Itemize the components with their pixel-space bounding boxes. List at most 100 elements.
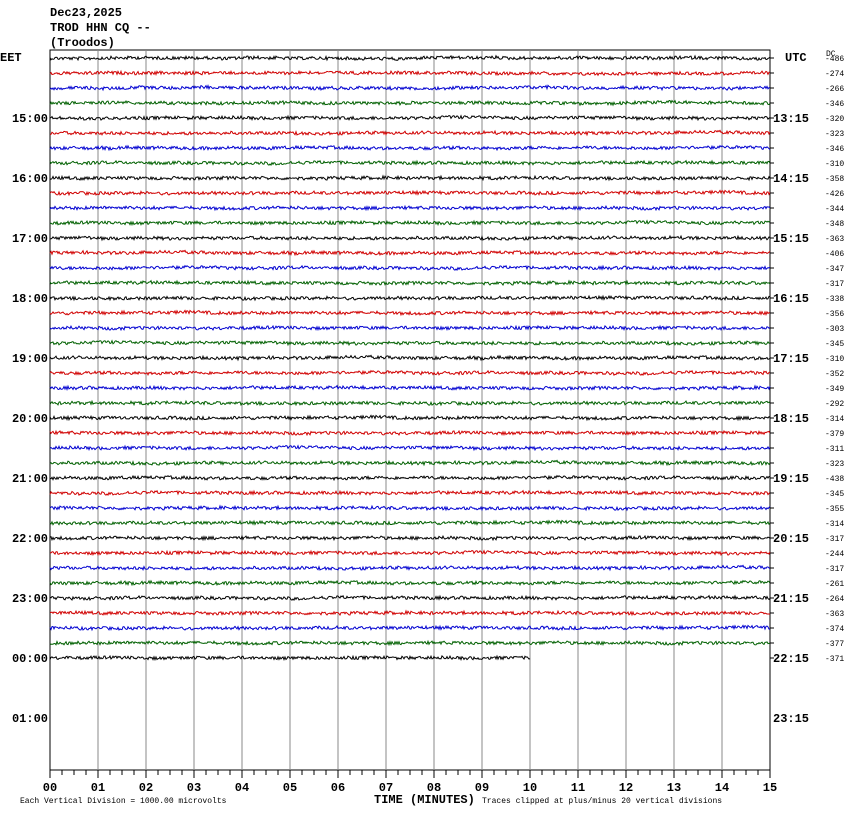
dc-value: -323	[825, 130, 844, 139]
right-hour-label: 17:15	[773, 352, 809, 366]
trace	[49, 444, 771, 452]
dc-value: -438	[825, 475, 844, 484]
trace	[49, 459, 771, 467]
right-hour-label: 23:15	[773, 712, 809, 726]
left-hour-label: 19:00	[12, 352, 48, 366]
dc-value: -310	[825, 160, 844, 169]
left-hour-label: 18:00	[12, 292, 48, 306]
trace	[49, 369, 771, 377]
dc-value: -303	[825, 325, 844, 334]
trace	[49, 474, 771, 482]
dc-value: -345	[825, 340, 844, 349]
trace	[49, 219, 771, 227]
trace	[49, 519, 771, 526]
right-hour-label: 20:15	[773, 532, 809, 546]
trace	[49, 294, 771, 302]
dc-value: -292	[825, 400, 844, 409]
x-tick-label: 01	[91, 781, 105, 795]
dc-value: -406	[825, 250, 844, 259]
trace	[49, 204, 771, 212]
left-hour-label: 23:00	[12, 592, 48, 606]
dc-value: -311	[825, 445, 844, 454]
left-hour-label: 22:00	[12, 532, 48, 546]
dc-value: -261	[825, 580, 844, 589]
right-hour-label: 16:15	[773, 292, 809, 306]
dc-value: -317	[825, 565, 844, 574]
left-hour-label: 00:00	[12, 652, 48, 666]
trace	[49, 159, 771, 167]
x-tick-label: 08	[427, 781, 441, 795]
trace	[49, 189, 771, 197]
dc-value: -355	[825, 505, 844, 514]
dc-value: -310	[825, 355, 844, 364]
x-tick-label: 15	[763, 781, 777, 795]
trace	[49, 534, 771, 542]
trace	[49, 579, 771, 587]
trace	[49, 594, 771, 602]
trace	[49, 84, 771, 92]
right-hour-label: 13:15	[773, 112, 809, 126]
x-tick-label: 12	[619, 781, 633, 795]
trace	[49, 399, 771, 407]
dc-value: -363	[825, 610, 844, 619]
trace	[49, 564, 771, 572]
x-tick-label: 07	[379, 781, 393, 795]
x-axis-title: TIME (MINUTES)	[374, 793, 475, 807]
trace	[49, 129, 771, 137]
dc-value: -244	[825, 550, 844, 559]
dc-value: -346	[825, 145, 844, 154]
trace	[49, 324, 771, 332]
dc-value: -314	[825, 415, 844, 424]
left-hour-label: 17:00	[12, 232, 48, 246]
x-tick-label: 05	[283, 781, 297, 795]
dc-value: -352	[825, 370, 844, 379]
dc-value: -363	[825, 235, 844, 244]
dc-value: -323	[825, 460, 844, 469]
trace	[49, 339, 771, 347]
right-hour-label: 18:15	[773, 412, 809, 426]
trace	[49, 279, 771, 287]
x-tick-label: 06	[331, 781, 345, 795]
trace	[49, 309, 771, 317]
dc-value: -317	[825, 280, 844, 289]
dc-value: -358	[825, 175, 844, 184]
trace	[49, 174, 771, 182]
dc-value: -314	[825, 520, 844, 529]
dc-value: -426	[825, 190, 844, 199]
dc-value: -317	[825, 535, 844, 544]
trace	[49, 114, 771, 122]
x-tick-label: 02	[139, 781, 153, 795]
dc-value: -349	[825, 385, 844, 394]
left-hour-label: 20:00	[12, 412, 48, 426]
right-hour-label: 19:15	[773, 472, 809, 486]
dc-value: -338	[825, 295, 844, 304]
left-hour-label: 16:00	[12, 172, 48, 186]
dc-value: -379	[825, 430, 844, 439]
x-tick-label: 10	[523, 781, 537, 795]
dc-value: -346	[825, 100, 844, 109]
dc-value: -344	[825, 205, 844, 214]
left-axis-title: EET	[0, 51, 22, 65]
dc-value: -345	[825, 490, 844, 499]
x-tick-label: 04	[235, 781, 249, 795]
trace	[49, 99, 771, 107]
trace	[49, 249, 771, 257]
date: Dec23,2025	[50, 6, 122, 20]
location: (Troodos)	[50, 36, 115, 50]
scale-note: Each Vertical Division = 1000.00 microvo…	[20, 797, 227, 806]
dc-title: DC	[826, 50, 836, 59]
x-tick-label: 09	[475, 781, 489, 795]
left-hour-label: 21:00	[12, 472, 48, 486]
right-hour-label: 15:15	[773, 232, 809, 246]
trace	[49, 264, 771, 272]
trace	[50, 609, 771, 617]
right-axis-title: UTC	[785, 51, 807, 65]
station: TROD HHN CQ --	[50, 21, 151, 35]
trace	[49, 414, 771, 422]
x-tick-label: 03	[187, 781, 201, 795]
trace	[49, 234, 771, 242]
dc-value: -274	[825, 70, 844, 79]
left-hour-label: 01:00	[12, 712, 48, 726]
